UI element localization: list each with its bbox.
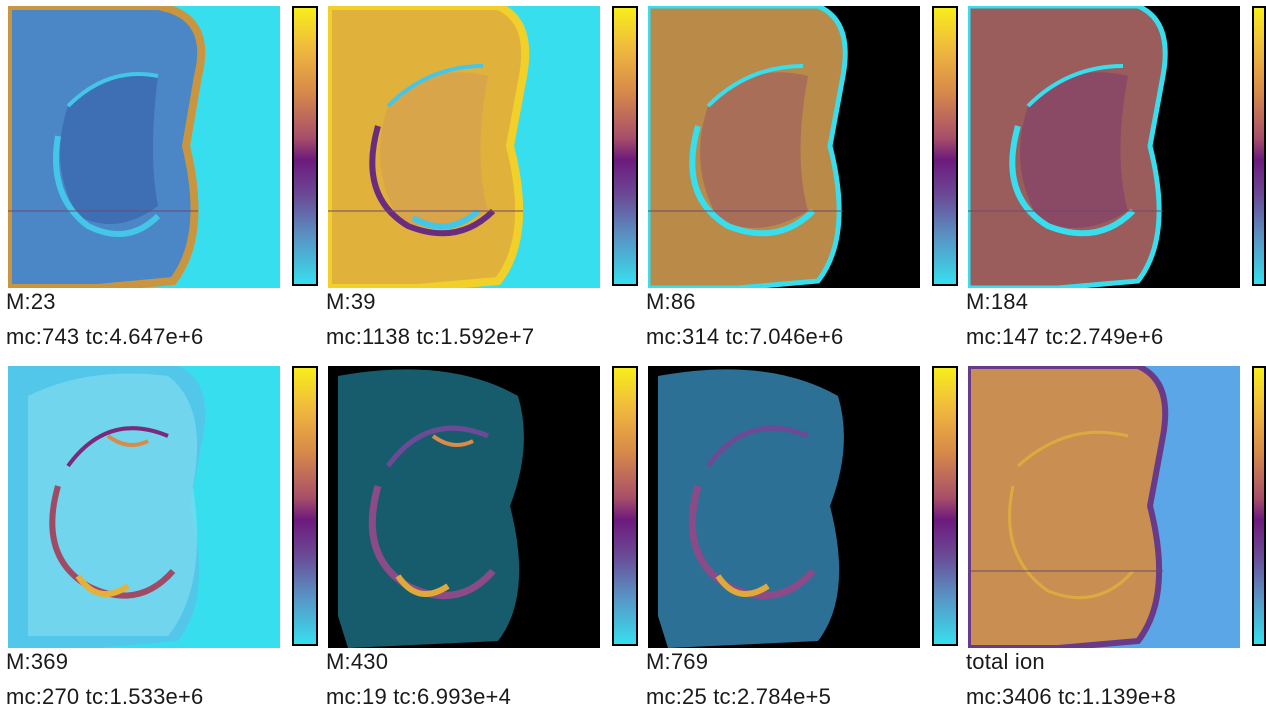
ion-image-panel-m184[interactable]: M:184 mc:147 tc:2.749e+6 (960, 0, 1266, 360)
mass-label: total ion (966, 649, 1045, 674)
colorbar (292, 366, 318, 646)
ion-image-panel-m39[interactable]: M:39 mc:1138 tc:1.592e+7 (320, 0, 640, 360)
mass-label: M:769 (646, 649, 709, 674)
mass-label: M:39 (326, 289, 376, 314)
mass-label: M:86 (646, 289, 696, 314)
mass-label: M:23 (6, 289, 56, 314)
stats-label: mc:147 tc:2.749e+6 (966, 324, 1164, 349)
ion-image-panel-total-ion[interactable]: total ion mc:3406 tc:1.139e+8 (960, 360, 1266, 720)
colorbar (932, 366, 958, 646)
stats-label: mc:270 tc:1.533e+6 (6, 684, 204, 709)
ion-image-m23[interactable] (8, 6, 280, 288)
mass-label: M:430 (326, 649, 389, 674)
colorbar (1252, 6, 1266, 286)
colorbar (612, 6, 638, 286)
mass-label: M:184 (966, 289, 1029, 314)
ion-image-panel-m86[interactable]: M:86 mc:314 tc:7.046e+6 (640, 0, 960, 360)
stats-label: mc:1138 tc:1.592e+7 (326, 324, 535, 349)
ion-image-m39[interactable] (328, 6, 600, 288)
ion-image-panel-m369[interactable]: M:369 mc:270 tc:1.533e+6 (0, 360, 320, 720)
ion-image-m769[interactable] (648, 366, 920, 648)
stats-label: mc:19 tc:6.993e+4 (326, 684, 512, 709)
mass-label: M:369 (6, 649, 69, 674)
stats-label: mc:3406 tc:1.139e+8 (966, 684, 1176, 709)
colorbar (932, 6, 958, 286)
ion-image-m430[interactable] (328, 366, 600, 648)
stats-label: mc:25 tc:2.784e+5 (646, 684, 832, 709)
stats-label: mc:314 tc:7.046e+6 (646, 324, 844, 349)
colorbar (292, 6, 318, 286)
ion-image-panel-m430[interactable]: M:430 mc:19 tc:6.993e+4 (320, 360, 640, 720)
ion-image-m369[interactable] (8, 366, 280, 648)
colorbar (1252, 366, 1266, 646)
ion-image-m184[interactable] (968, 6, 1240, 288)
stats-label: mc:743 tc:4.647e+6 (6, 324, 204, 349)
ion-image-m86[interactable] (648, 6, 920, 288)
ion-image-panel-m23[interactable]: M:23 mc:743 tc:4.647e+6 (0, 0, 320, 360)
ion-image-total-ion[interactable] (968, 366, 1240, 648)
ion-image-panel-m769[interactable]: M:769 mc:25 tc:2.784e+5 (640, 360, 960, 720)
colorbar (612, 366, 638, 646)
